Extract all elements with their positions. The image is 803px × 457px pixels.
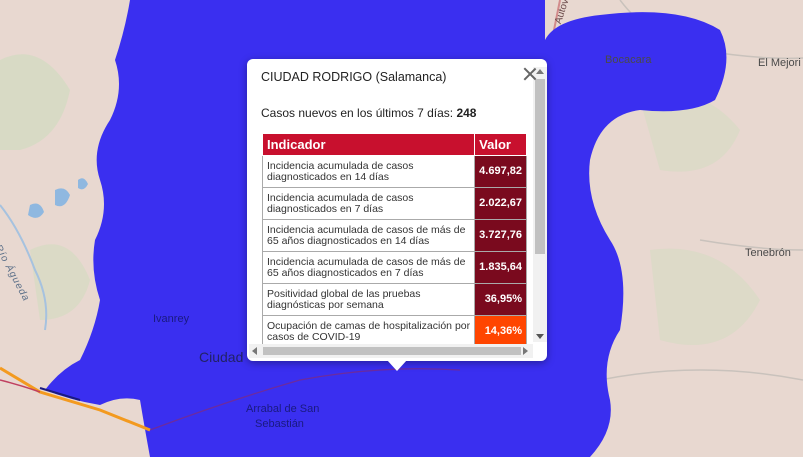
cases-value: 248 — [456, 106, 477, 120]
close-icon[interactable] — [522, 66, 538, 82]
row-value: 2.022,67 — [474, 187, 527, 220]
popup-pointer — [387, 360, 407, 371]
map-label-arrabal-line2: Sebastián — [255, 418, 304, 430]
row-label: Ocupación de camas de hospitalización po… — [261, 315, 476, 348]
vertical-scroll-thumb[interactable] — [535, 79, 545, 254]
table-row: Incidencia acumulada de casos diagnostic… — [261, 155, 527, 188]
scroll-left-icon[interactable] — [252, 347, 257, 355]
popup-horizontal-scrollbar[interactable] — [249, 344, 533, 358]
map-label-el-mejorito: El Mejori — [758, 57, 801, 69]
indicator-table: Indicador Valor Incidencia acumulada de … — [261, 133, 527, 348]
cases-label: Casos nuevos en los últimos 7 días: — [261, 106, 454, 120]
map-label-bocacara: Bocacara — [605, 54, 652, 66]
popup-cases: Casos nuevos en los últimos 7 días: 248 — [261, 106, 476, 120]
row-label: Incidencia acumulada de casos de más de … — [261, 219, 476, 252]
table-row: Incidencia acumulada de casos de más de … — [261, 219, 527, 252]
table-row: Incidencia acumulada de casos de más de … — [261, 251, 527, 284]
table-header-row: Indicador Valor — [261, 133, 527, 156]
popup-vertical-scrollbar[interactable] — [533, 67, 547, 342]
table-row: Ocupación de camas de hospitalización po… — [261, 315, 527, 348]
row-label: Incidencia acumulada de casos diagnostic… — [261, 187, 476, 220]
horizontal-scroll-thumb[interactable] — [263, 347, 521, 355]
info-popup: CIUDAD RODRIGO (Salamanca) Casos nuevos … — [247, 59, 547, 361]
row-label: Incidencia acumulada de casos de más de … — [261, 251, 476, 284]
map-label-arrabal-line1: Arrabal de San — [246, 403, 320, 415]
popup-title: CIUDAD RODRIGO (Salamanca) — [261, 70, 447, 84]
row-value: 1.835,64 — [474, 251, 527, 284]
map-label-tenebron: Tenebrón — [745, 247, 791, 259]
table-row: Positividad global de las pruebas diagnó… — [261, 283, 527, 316]
row-label: Positividad global de las pruebas diagnó… — [261, 283, 476, 316]
scroll-down-icon[interactable] — [536, 334, 544, 339]
row-value: 4.697,82 — [474, 155, 527, 188]
scroll-up-icon[interactable] — [536, 69, 544, 74]
header-indicator: Indicador — [261, 133, 476, 156]
header-value: Valor — [474, 133, 527, 156]
map-label-ivanrey: Ivanrey — [153, 313, 190, 325]
scroll-right-icon[interactable] — [523, 347, 528, 355]
row-label: Incidencia acumulada de casos diagnostic… — [261, 155, 476, 188]
table-row: Incidencia acumulada de casos diagnostic… — [261, 187, 527, 220]
row-value: 14,36% — [474, 315, 527, 348]
map-label-ciudad: Ciudad — [199, 349, 244, 365]
row-value: 36,95% — [474, 283, 527, 316]
row-value: 3.727,76 — [474, 219, 527, 252]
